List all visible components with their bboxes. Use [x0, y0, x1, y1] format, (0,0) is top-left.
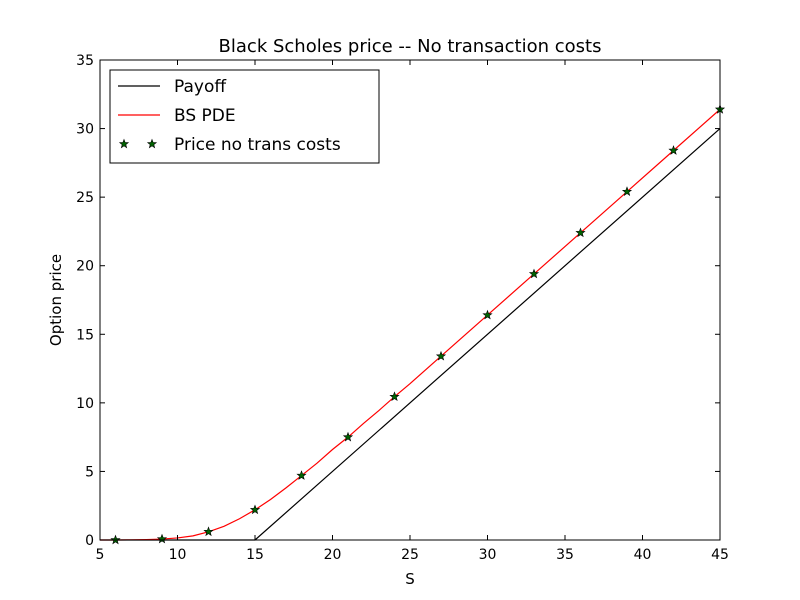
- series-price-no-trans-costs-point: [342, 431, 354, 442]
- y-tick-label: 0: [85, 533, 94, 549]
- y-tick-label: 10: [76, 396, 94, 412]
- x-tick-label: 40: [634, 547, 652, 563]
- y-axis-label: Option price: [47, 254, 65, 346]
- y-tick-label: 5: [85, 464, 94, 480]
- legend: Payoff BS PDE Price no trans costs: [109, 69, 380, 164]
- series-price-no-trans-costs-point: [575, 227, 586, 238]
- y-tick-label: 15: [76, 327, 94, 343]
- plot-area: [100, 104, 726, 545]
- series-price-no-trans-costs-point: [528, 268, 540, 279]
- y-tick-label: 20: [76, 259, 94, 275]
- y-tick-label: 30: [76, 122, 94, 138]
- series-price-no-trans-costs-point: [482, 309, 493, 320]
- y-tick-label: 35: [76, 53, 94, 69]
- y-tick-label: 25: [76, 190, 94, 206]
- x-tick-label: 35: [556, 547, 574, 563]
- series-price-no-trans-costs-point: [203, 526, 214, 537]
- series-price-no-trans-costs-point: [296, 470, 307, 480]
- x-axis-label: S: [405, 570, 415, 588]
- chart-title: Black Scholes price -- No transaction co…: [219, 36, 602, 57]
- legend-label: BS PDE: [174, 106, 236, 126]
- x-tick-label: 30: [479, 547, 497, 563]
- x-tick-label: 25: [401, 547, 419, 563]
- series-price-no-trans-costs-point: [435, 350, 447, 361]
- series-price-no-trans-costs-point: [249, 504, 261, 515]
- legend-swatch: [118, 138, 130, 149]
- x-tick-label: 45: [711, 547, 729, 563]
- legend-label: Price no trans costs: [174, 135, 341, 155]
- x-tick-label: 5: [96, 547, 105, 563]
- x-tick-label: 15: [246, 547, 264, 563]
- series-bs-pde-line: [100, 108, 721, 541]
- legend-label: Payoff: [174, 77, 227, 97]
- series-price-no-trans-costs-point: [156, 533, 168, 544]
- series-price-no-trans-costs-point: [389, 391, 400, 402]
- series-price-no-trans-costs-point: [668, 145, 679, 155]
- series-price-no-trans-costs-point: [621, 186, 633, 196]
- legend-swatch: [146, 138, 158, 149]
- x-tick-label: 10: [169, 547, 187, 563]
- x-tick-label: 20: [324, 547, 342, 563]
